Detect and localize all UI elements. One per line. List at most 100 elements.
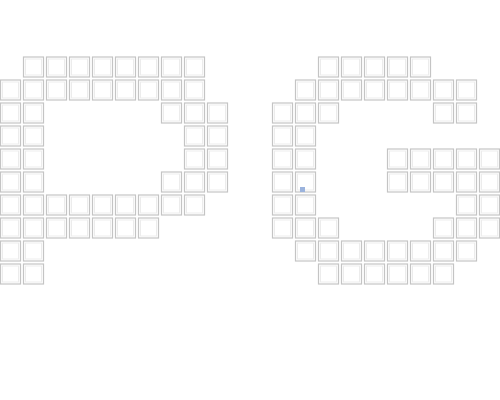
pixel-cell [455, 240, 478, 262]
pixel-cell [294, 240, 317, 262]
pixel-cell-inner [71, 58, 88, 76]
pixel-cell [137, 194, 160, 216]
pixel-cell-inner [297, 81, 314, 99]
pixel-cell [317, 263, 340, 285]
pixel-cell [91, 79, 114, 101]
pixel-cell [363, 56, 386, 78]
pixel-cell [91, 56, 114, 78]
pixel-cell [0, 240, 22, 262]
pixel-cell [206, 125, 229, 147]
pixel-cell [317, 102, 340, 124]
pixel-cell [183, 56, 206, 78]
pixel-cell-inner [163, 104, 180, 122]
pixel-cell [206, 102, 229, 124]
pixel-cell-inner [94, 219, 111, 237]
pixel-cell-inner [2, 265, 19, 283]
pixel-cell-inner [412, 81, 429, 99]
pixel-cell [160, 102, 183, 124]
pixel-cell [0, 102, 22, 124]
pixel-cell-inner [2, 173, 19, 191]
pixel-cell [455, 171, 478, 193]
pixel-cell [409, 148, 432, 170]
pixel-cell-inner [297, 219, 314, 237]
pixel-cell-inner [412, 150, 429, 168]
pixel-cell [363, 240, 386, 262]
pixel-cell [22, 148, 45, 170]
pixel-cell-inner [25, 104, 42, 122]
pixel-cell [22, 125, 45, 147]
pixel-cell [409, 171, 432, 193]
pixel-cell [137, 217, 160, 239]
pixel-cell-inner [186, 104, 203, 122]
pixel-cell [271, 217, 294, 239]
pixel-cell [432, 79, 455, 101]
pixel-cell-inner [140, 81, 157, 99]
pixel-cell-inner [274, 196, 291, 214]
pixel-cell [455, 194, 478, 216]
pixel-cell [317, 217, 340, 239]
pixel-cell [478, 171, 500, 193]
pixel-cell-inner [163, 173, 180, 191]
pixel-cell-inner [297, 196, 314, 214]
pixel-cell [294, 171, 317, 193]
pixel-cell-inner [2, 196, 19, 214]
pixel-cell-inner [209, 127, 226, 145]
pixel-cell [183, 194, 206, 216]
pixel-cell-inner [71, 196, 88, 214]
pixel-cell [45, 56, 68, 78]
pixel-cell-inner [412, 173, 429, 191]
pixel-cell [294, 148, 317, 170]
pixel-cell [432, 171, 455, 193]
pixel-cell-inner [458, 81, 475, 99]
pixel-cell-inner [366, 242, 383, 260]
pixel-cell [22, 102, 45, 124]
pixel-cell [183, 79, 206, 101]
pixel-cell-inner [274, 173, 291, 191]
pixel-cell-inner [389, 242, 406, 260]
pixel-cell-inner [274, 150, 291, 168]
pixel-cell-inner [343, 58, 360, 76]
pixel-cell-inner [186, 58, 203, 76]
pixel-cell-inner [389, 81, 406, 99]
pixel-cell [0, 148, 22, 170]
pixel-cell-inner [186, 173, 203, 191]
pixel-cell-inner [186, 81, 203, 99]
pixel-cell [386, 263, 409, 285]
pixel-cell-inner [320, 104, 337, 122]
pixel-cell [455, 217, 478, 239]
pixel-cell [409, 263, 432, 285]
pixel-cell [340, 263, 363, 285]
pixel-cell [206, 148, 229, 170]
pixel-cell-inner [209, 104, 226, 122]
pixel-cell [22, 171, 45, 193]
pixel-cell [432, 240, 455, 262]
pixel-cell-inner [117, 219, 134, 237]
pixel-cell [114, 194, 137, 216]
pixel-cell [409, 240, 432, 262]
pixel-cell-inner [25, 242, 42, 260]
pixel-cell [68, 194, 91, 216]
pixel-cell [160, 79, 183, 101]
pixel-cell-inner [25, 81, 42, 99]
pixel-cell [68, 56, 91, 78]
pixel-cell-inner [140, 219, 157, 237]
pixel-cell-inner [458, 173, 475, 191]
pixel-cell-inner [458, 150, 475, 168]
pixel-cell [317, 56, 340, 78]
pixel-cell-inner [458, 104, 475, 122]
pixel-cell [160, 171, 183, 193]
pixel-cell [137, 79, 160, 101]
pixel-cell [91, 217, 114, 239]
pixel-cell-inner [412, 242, 429, 260]
pixel-cell-inner [209, 150, 226, 168]
pixel-cell [68, 217, 91, 239]
pixel-cell-inner [435, 219, 452, 237]
pixel-cell-inner [297, 104, 314, 122]
pixel-cell-inner [343, 265, 360, 283]
pixel-cell-inner [25, 173, 42, 191]
pixel-cell [271, 102, 294, 124]
pixel-cell [317, 240, 340, 262]
pixel-cell [160, 194, 183, 216]
pixel-cell-inner [435, 81, 452, 99]
pixel-cell [45, 79, 68, 101]
